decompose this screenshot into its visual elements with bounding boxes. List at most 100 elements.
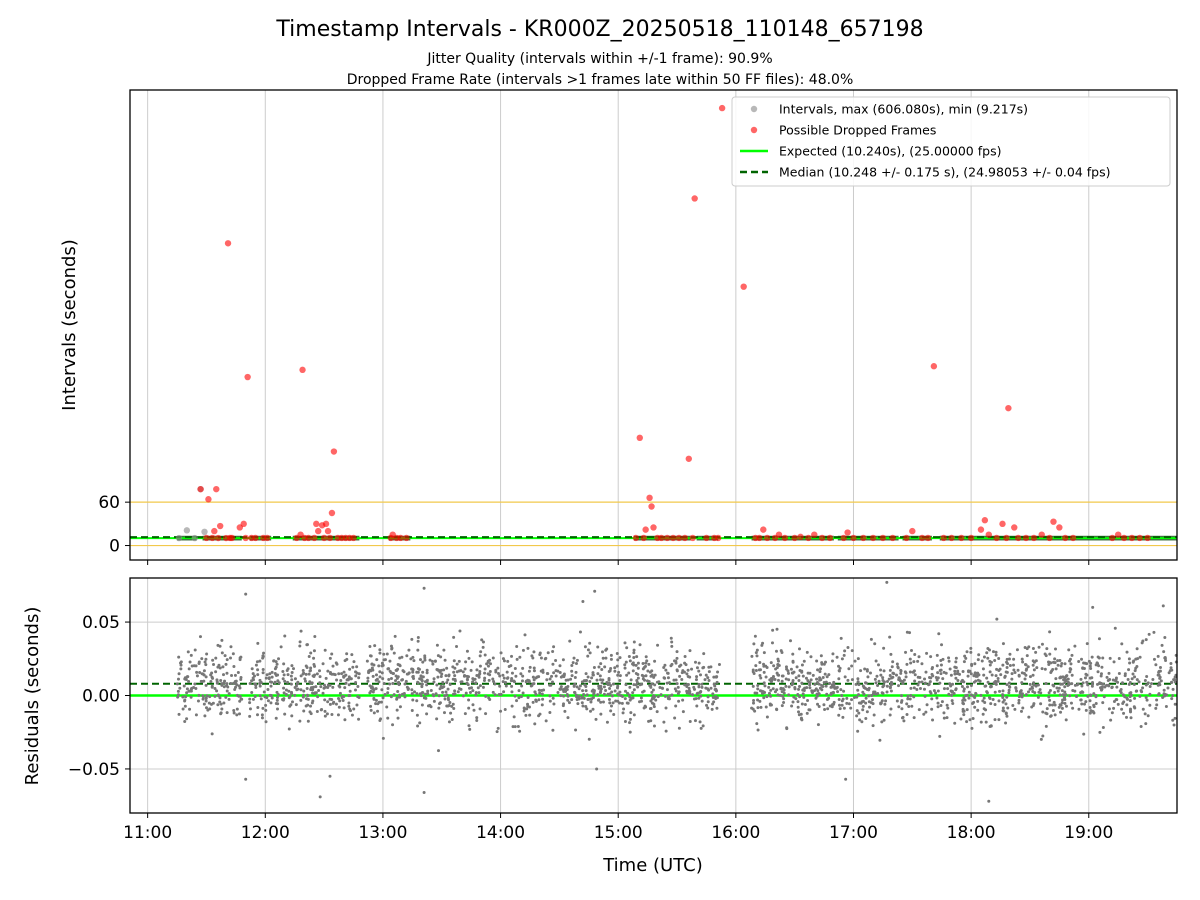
residual-point [1140,690,1144,694]
residual-point [709,665,713,669]
residual-point [618,656,622,660]
residual-point [762,651,766,655]
residual-point [1053,690,1057,694]
residual-point [331,701,335,705]
residual-point [443,658,447,662]
residual-point [389,695,393,699]
residual-point [856,680,860,684]
residual-point [446,704,450,708]
residual-point [945,703,949,707]
dropped-frame-point [264,534,271,542]
residual-point [298,644,302,648]
residual-point [1045,647,1049,651]
dropped-frame-subtitle: Dropped Frame Rate (intervals >1 frames … [347,72,854,88]
residual-point [1082,667,1086,671]
residual-point [616,673,620,677]
residual-point [865,710,869,714]
residual-point [219,678,223,682]
residual-point [970,693,974,697]
residual-point [624,683,628,687]
residual-point [840,693,844,697]
residual-point [496,726,500,730]
residual-point [248,697,252,701]
residual-point [937,632,941,636]
residual-point [950,699,954,703]
residual-point [625,646,629,650]
residual-point [908,697,912,701]
residual-point [1051,683,1055,687]
residual-point [1170,697,1174,701]
residual-point [513,725,517,729]
dropped-frame-point [1056,524,1063,531]
residual-point [681,669,685,673]
residual-point [499,709,503,713]
residual-point [342,670,346,674]
residual-point [1064,718,1068,722]
residual-point [569,677,573,681]
residual-point [1067,648,1071,652]
residual-point [548,694,552,698]
residual-point [1031,704,1035,708]
residual-point [595,678,599,682]
residual-point [400,678,404,682]
residual-point [273,681,277,685]
residual-point [185,691,189,695]
residual-point [594,717,598,721]
residual-point [798,647,802,651]
residual-point [808,686,812,690]
residual-point [1044,682,1048,686]
residual-point [632,713,636,717]
residual-point [1012,657,1016,661]
residual-point [1001,642,1005,646]
residual-point [221,665,225,669]
residual-point [222,701,226,705]
residual-point [962,660,966,664]
residual-point [380,664,384,668]
residual-point [646,669,650,673]
residual-point [889,689,893,693]
residual-point [759,705,763,709]
residual-point [819,654,823,658]
residual-point [913,673,917,677]
residual-point [690,667,694,671]
residual-point [1034,659,1038,663]
residual-point [932,689,936,693]
residual-point [695,666,699,670]
residual-point [1139,725,1143,729]
residual-point [1099,682,1103,686]
residual-point [700,699,704,703]
residual-point [385,652,389,656]
residual-point [599,678,603,682]
residual-point [837,669,841,673]
residual-point [1061,698,1065,702]
residual-point [550,674,554,678]
residual-point [574,693,578,697]
residual-point [1080,690,1084,694]
residual-point [570,674,574,678]
residual-point [1080,657,1084,661]
dropped-frame-point [646,494,653,502]
residual-point [583,645,587,649]
residual-point [880,720,884,724]
residual-point [452,659,456,663]
residual-point [599,687,603,691]
residual-point [335,662,339,666]
dropped-frame-point [999,520,1006,528]
residual-point [758,673,762,677]
residual-point [1060,706,1064,710]
residual-point [1150,682,1154,686]
residual-point [301,672,305,676]
residual-point [527,705,531,709]
residual-point [464,691,468,695]
residual-point [798,695,802,699]
residual-point [424,696,428,700]
residual-point [194,687,198,691]
residual-point [351,665,355,669]
dropped-frame-point [650,524,657,531]
residual-point [839,688,843,692]
dropped-frame-point [764,534,771,542]
residual-point [548,699,552,703]
residual-point [548,683,552,687]
residual-point [1080,702,1084,706]
residual-point [436,749,440,753]
